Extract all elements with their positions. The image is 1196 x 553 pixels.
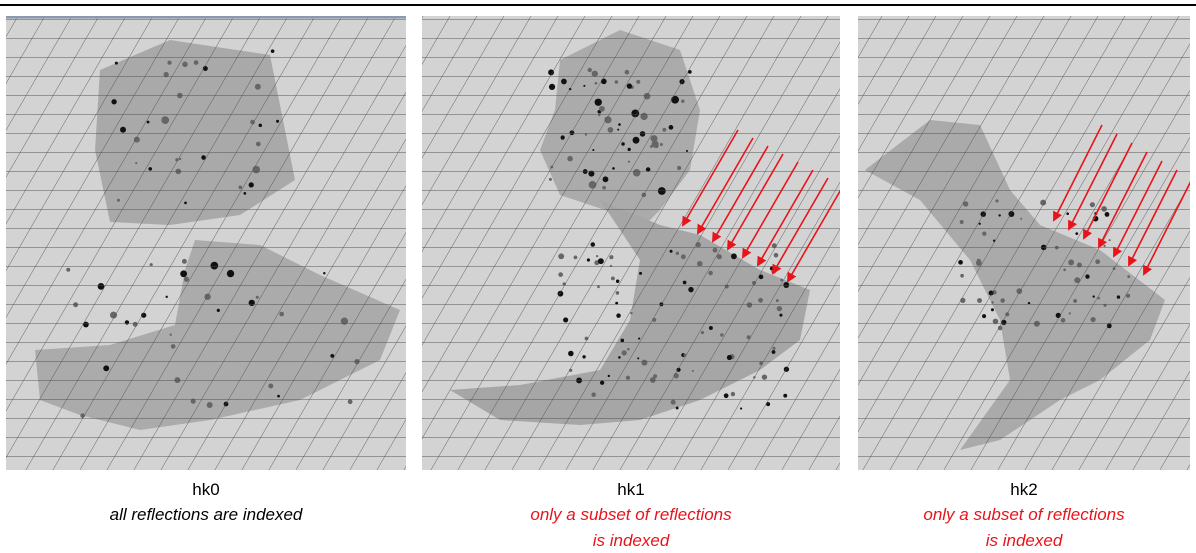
panel-title: hk2 [1010, 480, 1037, 499]
panel-caption: only a subset of reflections [530, 505, 732, 524]
panel-caption: all reflections are indexed [110, 505, 303, 524]
panel-caption: is indexed [593, 531, 670, 550]
panel-image [422, 16, 843, 470]
panel-caption: is indexed [986, 531, 1063, 550]
panel-image [858, 16, 1192, 470]
figure: hk0 all reflections are indexed hk1 only… [0, 0, 1196, 553]
panel-title: hk1 [617, 480, 644, 499]
panel-title: hk0 [192, 480, 219, 499]
panel-image [6, 16, 406, 470]
panel-caption: only a subset of reflections [923, 505, 1125, 524]
